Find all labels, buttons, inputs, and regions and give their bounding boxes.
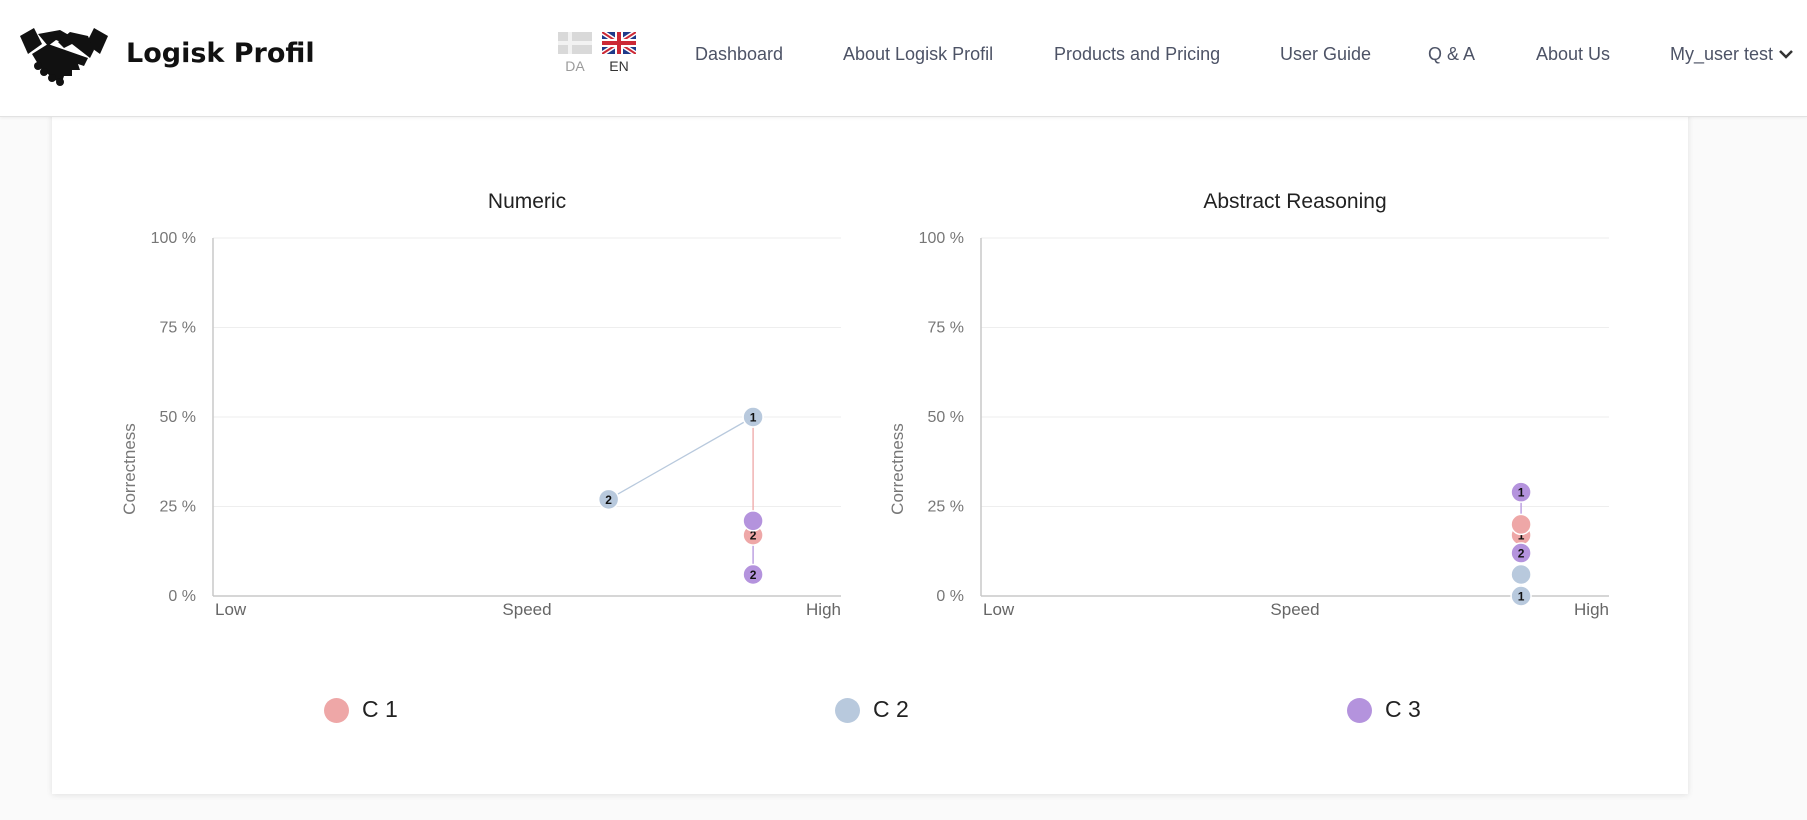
chart1-series-3-point — [742, 563, 764, 586]
chart2-series-2-point — [1510, 563, 1532, 586]
language-da-label: DA — [565, 58, 585, 74]
chart1-y-tick-label: 0 % — [168, 588, 196, 605]
chart1-series-2-point — [597, 488, 620, 511]
chart2-series-3-point — [1510, 542, 1532, 564]
chart1-y-tick-label: 50 % — [160, 409, 196, 426]
nav-dashboard[interactable]: Dashboard — [695, 44, 784, 64]
chart2-x-tick-label: Low — [983, 600, 1015, 619]
legend-swatch-c1 — [324, 698, 349, 723]
chart1-y-axis-label: Correctness — [120, 423, 139, 515]
chart2-series-1-point-label: 1 — [1518, 529, 1525, 543]
legend-label-c2: C 2 — [873, 696, 909, 722]
chart1-x-tick-label: Low — [215, 600, 247, 619]
nav-products-and-pricing[interactable]: Products and Pricing — [1054, 44, 1221, 64]
nav-about-logisk-profil[interactable]: About Logisk Profil — [843, 44, 994, 64]
chart1-series-3-point-label: 2 — [750, 568, 757, 582]
nav-user-guide[interactable]: User Guide — [1280, 44, 1372, 64]
chart1-series-2-line — [608, 416, 754, 500]
chart2-y-tick-label: 50 % — [928, 409, 964, 426]
legend-label-c1: C 1 — [362, 696, 398, 722]
chart2-series-3-point-label: 2 — [1518, 547, 1525, 561]
chart2-series-1-point — [1510, 513, 1532, 536]
chevron-down-icon — [1779, 50, 1793, 59]
language-en-label: EN — [609, 58, 629, 74]
results-card — [52, 90, 1688, 794]
chart1-y-tick-label: 25 % — [160, 499, 196, 516]
chart2-x-tick-label: High — [1574, 600, 1609, 619]
chart2-y-tick-label: 75 % — [928, 320, 964, 337]
uk-flag-icon — [602, 32, 636, 54]
chart1-series-3-point — [742, 510, 764, 532]
chart2-group: Abstract Reasoning 0 % 25 % 50 % 75 % 100 % Lo… — [888, 190, 1609, 619]
chart2-y-axis-label: Correctness — [888, 423, 907, 515]
chart2-series-2-point-label: 1 — [1518, 590, 1525, 604]
top-navbar: Logisk Profil DA EN Dashboard About Logi… — [0, 0, 1807, 117]
legend-label-c3: C 3 — [1385, 696, 1421, 722]
chart1-series-2-point — [742, 406, 764, 428]
language-da-button[interactable]: DA — [555, 32, 595, 74]
chart2-y-tick-label: 100 % — [919, 230, 964, 247]
chart2-y-tick-label: 25 % — [928, 499, 964, 516]
danish-flag-icon — [558, 32, 592, 54]
chart1-title: Numeric — [488, 190, 566, 213]
chart2-y-tick-label: 0 % — [936, 588, 964, 605]
chart1-series-1-point-label: 2 — [750, 529, 757, 543]
handshake-logo-icon[interactable] — [18, 24, 110, 88]
chart2-title: Abstract Reasoning — [1203, 190, 1386, 213]
language-en-button[interactable]: EN — [599, 32, 639, 74]
user-menu-label: My_user test — [1670, 44, 1774, 64]
brand-name[interactable]: Logisk Profil — [126, 38, 315, 69]
chart1-group: Numeric 0 % 25 % 50 % 75 % 100 % Low High Speed C… — [120, 190, 841, 619]
chart1-series-2-point-label: 1 — [750, 411, 757, 425]
chart2-series-3-point — [1510, 481, 1532, 503]
chart1-y-tick-label: 100 % — [151, 230, 196, 247]
chart2-x-axis-label: Speed — [1270, 600, 1319, 619]
chart1-series-2-point-label: 2 — [605, 493, 612, 507]
nav-about-us[interactable]: About Us — [1536, 44, 1611, 64]
nav-q-and-a[interactable]: Q & A — [1428, 44, 1476, 64]
chart2-series-3-point-label: 1 — [1518, 486, 1525, 500]
user-menu[interactable]: My_user test — [1670, 44, 1795, 65]
chart1-x-tick-label: High — [806, 600, 841, 619]
chart2-series-2-point — [1510, 585, 1532, 607]
legend-swatch-c2 — [835, 698, 860, 723]
chart1-x-axis-label: Speed — [502, 600, 551, 619]
legend-swatch-c3 — [1347, 698, 1372, 723]
chart1-y-tick-label: 75 % — [160, 320, 196, 337]
